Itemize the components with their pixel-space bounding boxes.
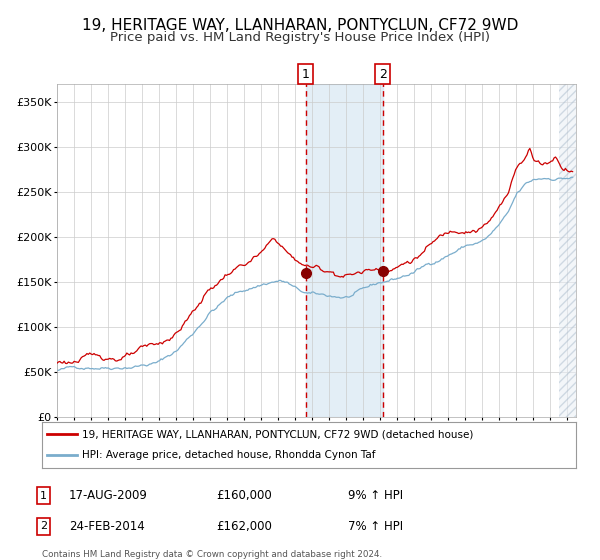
Text: 7% ↑ HPI: 7% ↑ HPI xyxy=(348,520,403,533)
Bar xyxy=(306,84,383,417)
Text: 9% ↑ HPI: 9% ↑ HPI xyxy=(348,489,403,502)
Text: 1: 1 xyxy=(302,68,310,81)
Bar xyxy=(559,84,576,417)
Text: 19, HERITAGE WAY, LLANHARAN, PONTYCLUN, CF72 9WD: 19, HERITAGE WAY, LLANHARAN, PONTYCLUN, … xyxy=(82,18,518,33)
Text: HPI: Average price, detached house, Rhondda Cynon Taf: HPI: Average price, detached house, Rhon… xyxy=(82,450,376,460)
Text: £162,000: £162,000 xyxy=(216,520,272,533)
Text: 24-FEB-2014: 24-FEB-2014 xyxy=(69,520,145,533)
Text: 17-AUG-2009: 17-AUG-2009 xyxy=(69,489,148,502)
Text: 19, HERITAGE WAY, LLANHARAN, PONTYCLUN, CF72 9WD (detached house): 19, HERITAGE WAY, LLANHARAN, PONTYCLUN, … xyxy=(82,429,473,439)
Text: Price paid vs. HM Land Registry's House Price Index (HPI): Price paid vs. HM Land Registry's House … xyxy=(110,31,490,44)
Text: 2: 2 xyxy=(40,521,47,531)
Text: 2: 2 xyxy=(379,68,386,81)
Text: Contains HM Land Registry data © Crown copyright and database right 2024.
This d: Contains HM Land Registry data © Crown c… xyxy=(42,550,382,560)
Text: 1: 1 xyxy=(40,491,47,501)
Text: £160,000: £160,000 xyxy=(216,489,272,502)
